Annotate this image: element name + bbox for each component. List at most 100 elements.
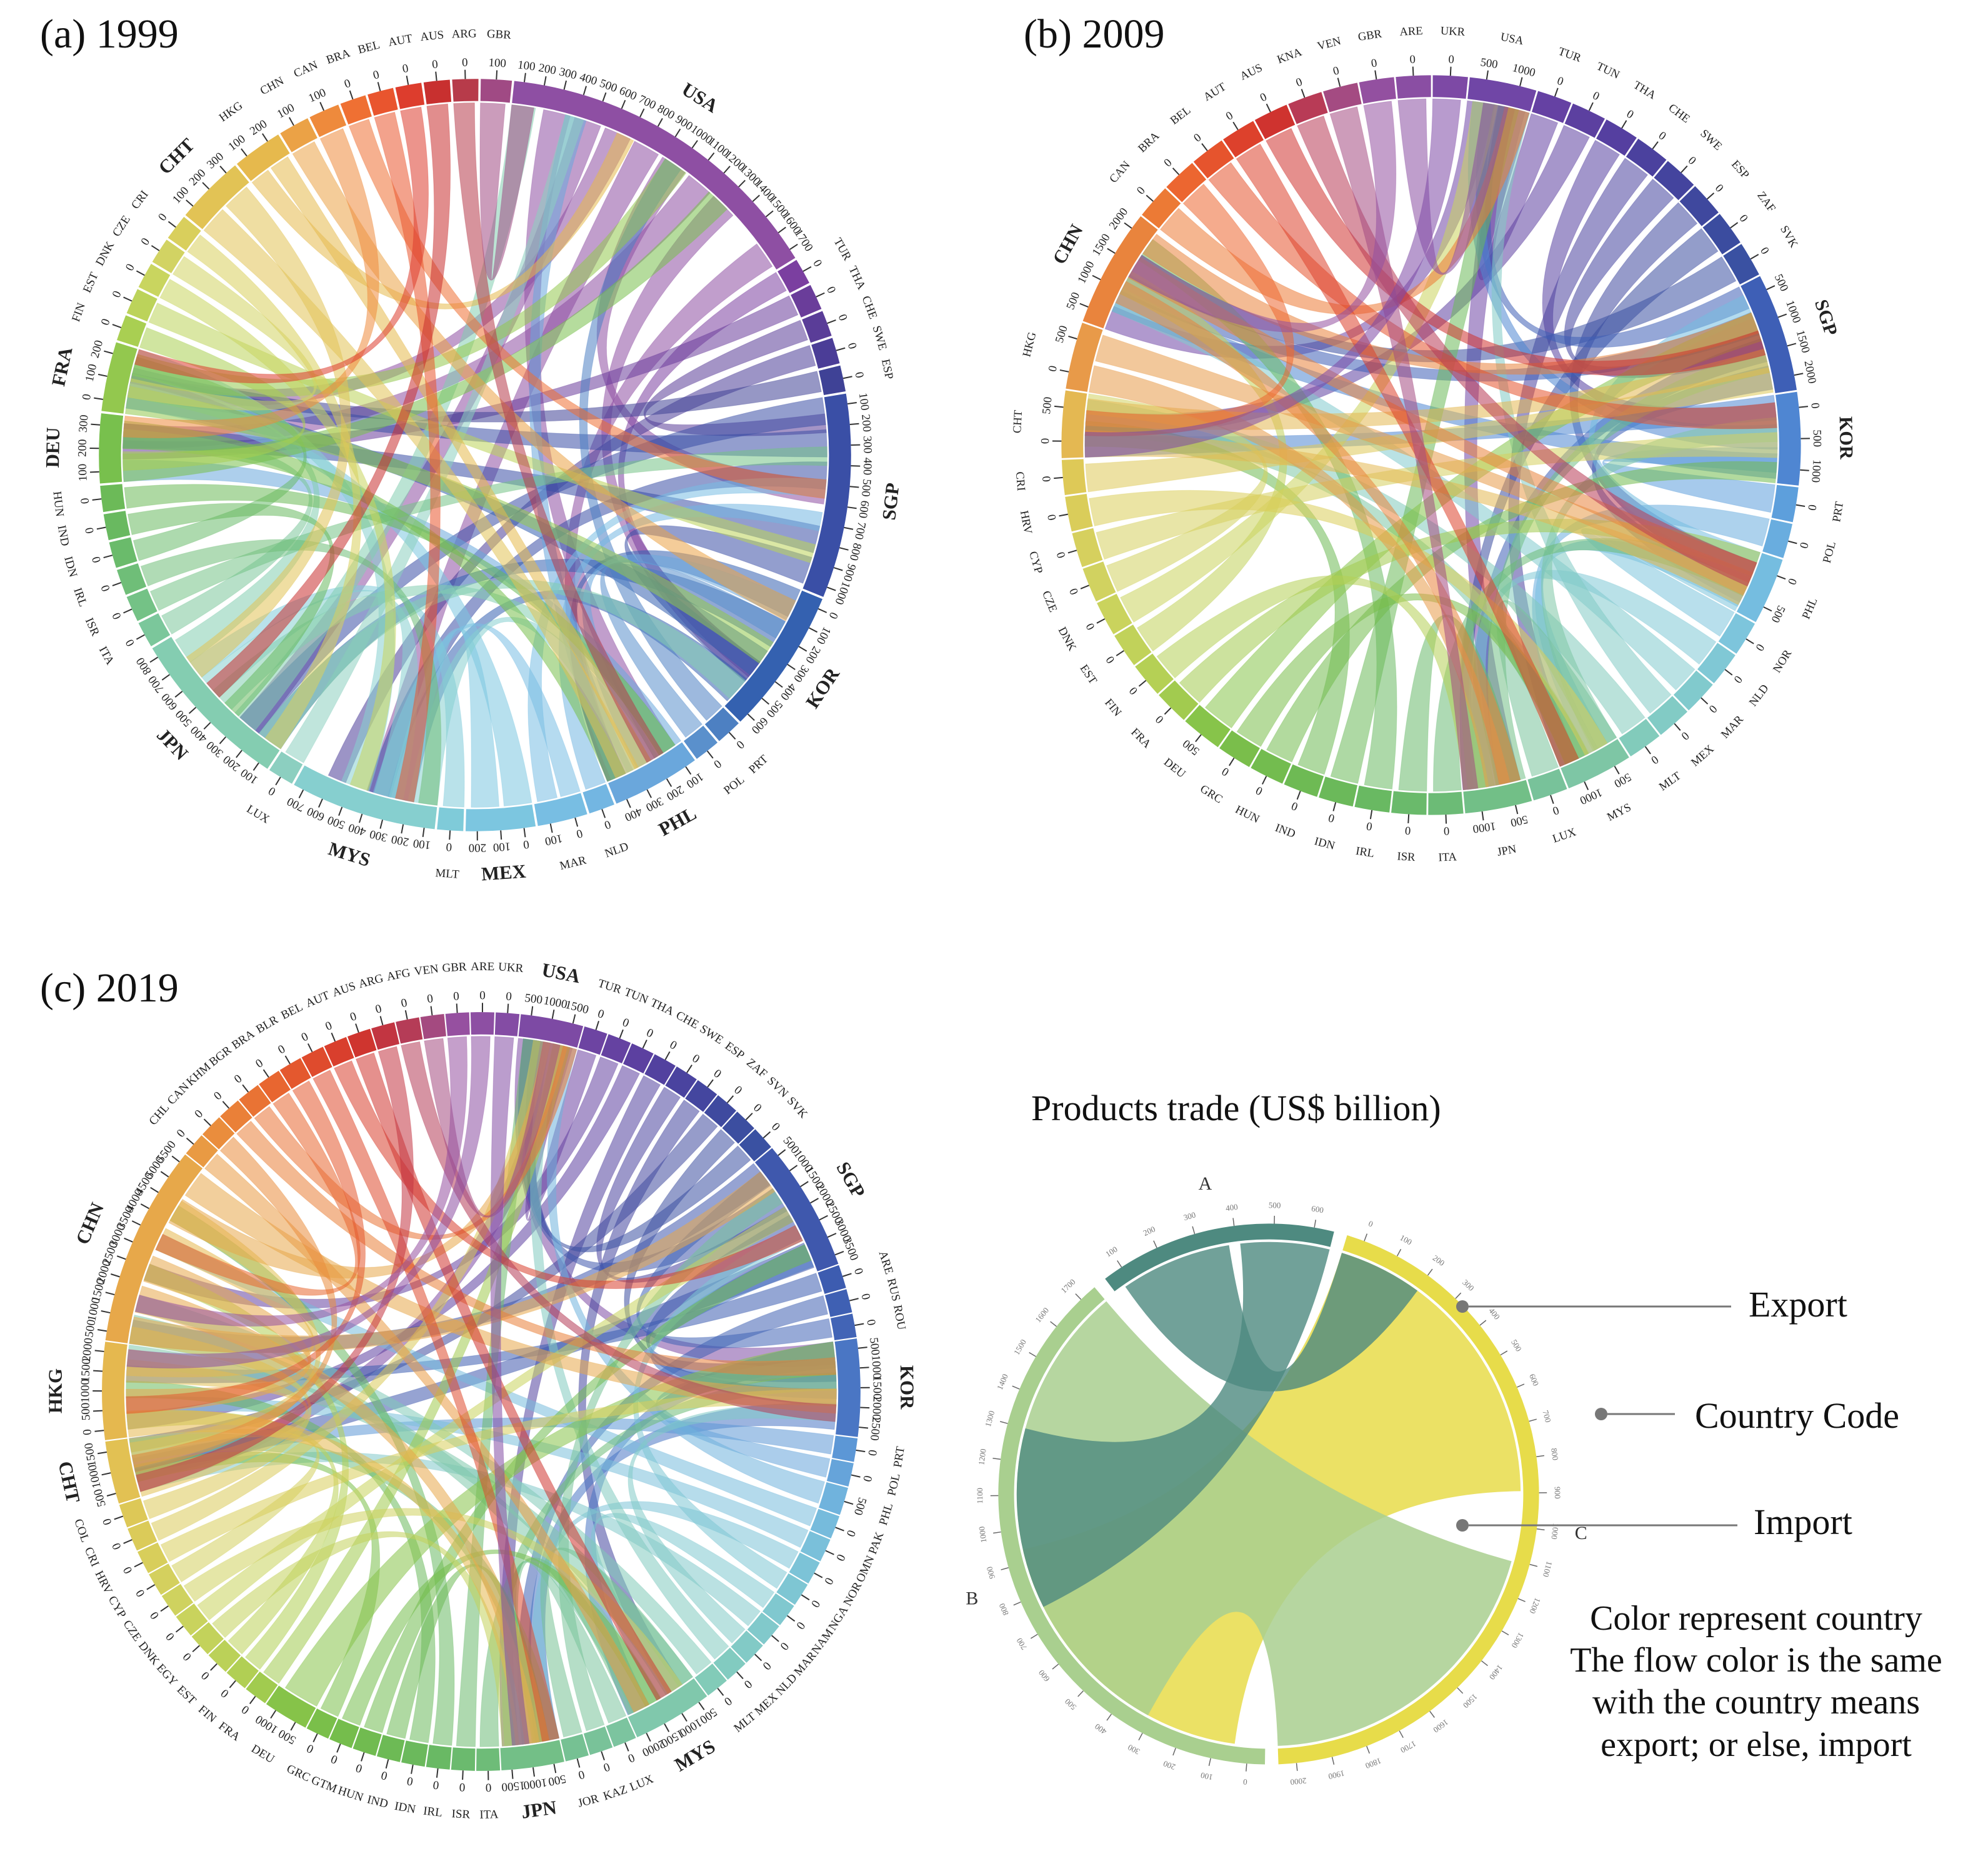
scale-tick-label: 1000 [522,1775,548,1792]
country-arc-band [776,1573,808,1605]
scale-tick [242,1084,249,1093]
country-arc-band [800,1531,831,1562]
country-code-label: IND [1273,821,1297,841]
scale-tick [161,674,170,681]
scale-tick [97,1451,107,1455]
scale-tick-label: 500 [867,1337,882,1356]
scale-tick-label: 500 [851,1496,869,1517]
scale-tick [706,750,714,759]
scale-tick [336,1743,341,1753]
scale-tick-label: 0 [1448,53,1454,66]
country-code-label: CAN [1107,159,1133,186]
scale-tick-label: 100 [83,363,99,383]
scale-tick [595,1021,600,1030]
country-code-label: CHL [146,1101,172,1128]
scale-tick [833,567,843,571]
legend-scale-tick [993,1531,1001,1534]
scale-tick-label: 0 [1785,576,1799,586]
scale-tick-label: 200 [859,414,873,433]
legend-scale-tick [1364,1233,1368,1241]
country-code-label: CRI [82,1545,102,1568]
scale-tick-label: 0 [711,1067,724,1081]
country-code-label: VEN [1316,34,1342,53]
country-arc-band [789,1552,820,1584]
scale-tick-label: 200 [221,753,242,774]
scale-tick [1079,303,1089,308]
scale-tick-label: 500 [1769,603,1788,625]
country-arc-band [1391,791,1427,815]
scale-tick [857,1347,867,1349]
scale-tick [377,82,381,91]
country-code-label: NLD [603,840,631,861]
country-code-label: MLT [1657,769,1684,793]
country-code-label: MAR [558,854,587,873]
country-code-label: VEN [413,962,439,978]
scale-tick [507,1003,509,1013]
legend-scale-tick [1500,1350,1508,1356]
country-code-label: IDN [61,555,79,579]
country-arc-band [644,1054,676,1085]
country-arc-mlt: 0 MLT [435,807,464,881]
country-arc-irl: 0 IRL [422,1745,452,1820]
scale-tick [646,1732,651,1742]
legend-scale-tick [1172,1747,1176,1756]
chord-ribbon [122,128,379,438]
chord-ribbon [206,103,451,698]
scale-tick [551,1010,555,1020]
country-arc-band [452,79,479,102]
chord-ribbon [186,186,351,678]
country-arc-band [1428,791,1464,815]
scale-tick-label: 0 [453,990,460,1003]
scale-tick-label: 0 [1752,641,1767,653]
scale-tick-label: 400 [861,457,874,475]
country-arc-tur: 0 TUR [578,977,623,1055]
country-arc-band [306,1708,337,1739]
country-code-label: KOR [896,1365,919,1410]
scale-tick [1301,89,1306,98]
scale-tick-label: 2000 [1107,206,1131,232]
legend-scale-label: 600 [1037,1668,1052,1683]
scale-tick-label: 500 [82,1318,98,1338]
country-arc-band [1159,680,1199,720]
country-arc-band [437,807,464,831]
country-code-label: HKG [217,99,246,124]
scale-tick-label: 0 [845,341,859,351]
scale-tick-label: 0 [690,1052,702,1066]
scale-tick-label: 0 [1404,824,1411,838]
scale-tick-label: 0 [741,1677,754,1691]
scale-tick-label: 500 [79,1402,92,1421]
country-code-label: ITA [1438,850,1457,864]
scale-tick [94,1350,104,1352]
scale-tick-label: 0 [374,1002,383,1016]
scale-tick [601,1751,605,1761]
scale-tick-label: 0 [1290,799,1300,813]
scale-tick-label: 0 [147,1609,162,1622]
country-arc-isr: 0 ISR [451,1747,476,1822]
scale-tick [1296,790,1301,800]
scale-tick-label: 400 [578,71,599,88]
country-code-label: CZE [1039,589,1060,614]
scale-tick [91,423,101,426]
country-arc-band [1561,739,1629,789]
country-arc-band [395,83,425,109]
scale-tick-label: 0 [83,526,97,534]
legend-scale-label: 200 [1142,1224,1157,1238]
country-arc-band [401,1740,428,1767]
scale-tick [835,1527,844,1532]
country-arc-band [152,239,185,274]
scale-tick-label: 300 [76,414,91,433]
scale-tick-label: 0 [380,1768,389,1783]
scale-tick [140,1203,149,1210]
chord-ribbon [490,1036,530,1746]
scale-tick [252,762,259,771]
chord-ribbon [624,1129,837,1407]
country-code-label: BLR [254,1013,281,1036]
legend-scale-label: 700 [1541,1409,1553,1423]
scale-tick [1550,795,1554,804]
country-arc-bra: 0 BRA [229,1027,291,1103]
scale-tick-label: 0 [266,784,278,798]
country-code-label: EGY [154,1662,180,1688]
chord-ribbon [183,1508,683,1695]
scale-tick-label: 0 [1624,108,1636,122]
